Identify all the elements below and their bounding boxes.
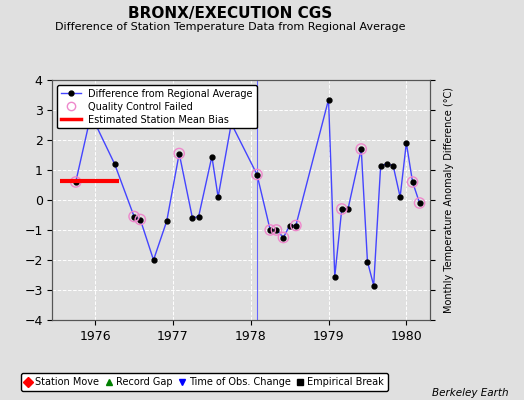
Point	[130, 213, 138, 220]
Y-axis label: Monthly Temperature Anomaly Difference (°C): Monthly Temperature Anomaly Difference (…	[444, 87, 454, 313]
Legend: Difference from Regional Average, Quality Control Failed, Estimated Station Mean: Difference from Regional Average, Qualit…	[57, 85, 257, 128]
Point	[292, 222, 300, 229]
Text: Berkeley Earth: Berkeley Earth	[432, 388, 508, 398]
Legend: Station Move, Record Gap, Time of Obs. Change, Empirical Break: Station Move, Record Gap, Time of Obs. C…	[20, 373, 388, 391]
Point	[279, 234, 288, 241]
Point	[72, 179, 80, 185]
Point	[266, 227, 275, 233]
Point	[408, 179, 417, 185]
Text: BRONX/EXECUTION CGS: BRONX/EXECUTION CGS	[128, 6, 333, 21]
Point	[175, 150, 183, 157]
Point	[136, 216, 145, 223]
Point	[227, 120, 235, 127]
Point	[357, 146, 365, 152]
Point	[253, 171, 261, 178]
Point	[337, 206, 346, 212]
Text: Difference of Station Temperature Data from Regional Average: Difference of Station Temperature Data f…	[56, 22, 406, 32]
Point	[272, 227, 281, 233]
Point	[416, 200, 424, 206]
